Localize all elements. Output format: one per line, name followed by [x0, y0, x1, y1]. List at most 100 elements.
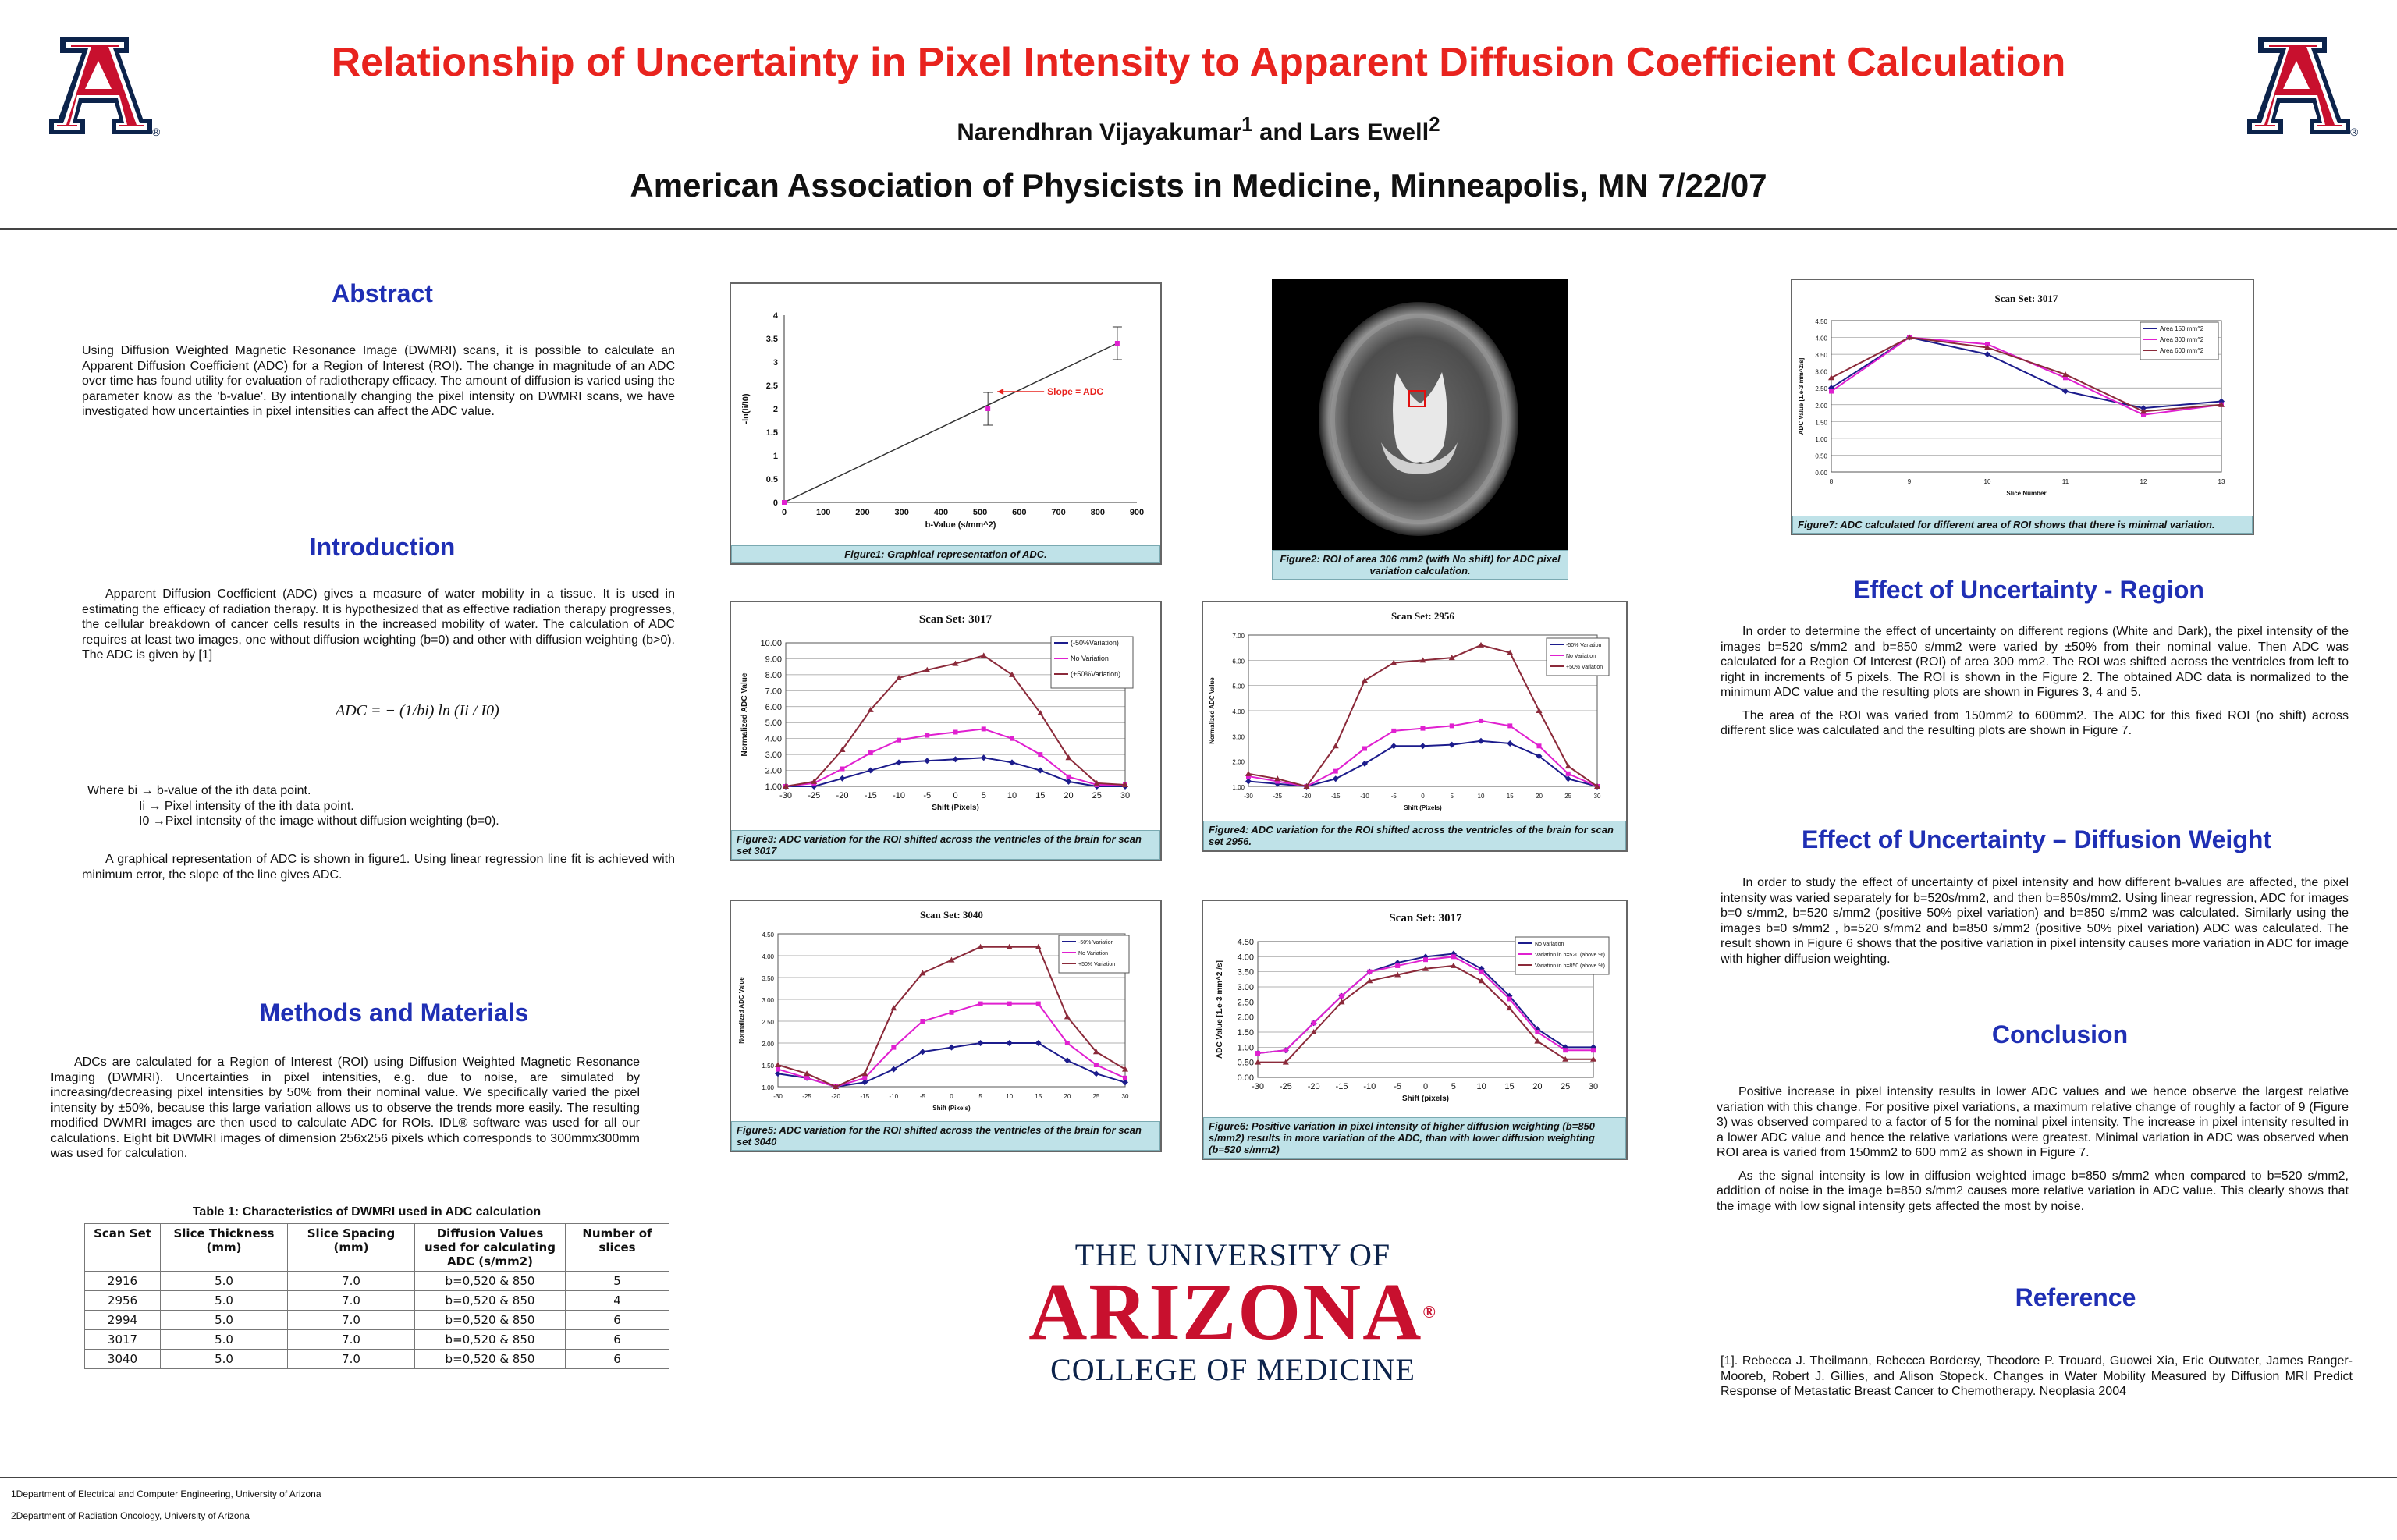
characteristics-table: Scan Set Slice Thickness (mm) Slice Spacin…	[84, 1223, 669, 1369]
chart-title: Scan Set: 3040	[920, 909, 983, 921]
table-cell: 5.0	[160, 1329, 288, 1350]
data-point	[952, 660, 959, 666]
x-axis-label: Shift (Pixels)	[932, 804, 979, 812]
data-point	[1035, 1001, 1041, 1006]
y-tick-label: 1	[773, 452, 778, 461]
y-tick-label: 6.00	[1232, 658, 1245, 665]
table-cell: b=0,520 & 850	[414, 1310, 566, 1330]
y-tick-label: 6.00	[765, 703, 782, 712]
data-point	[1391, 728, 1397, 733]
data-point	[924, 666, 931, 672]
y-axis-label: ADC Value [1.e-3 mm^2/s]	[1798, 357, 1805, 435]
data-point	[896, 674, 902, 680]
x-tick-label: 30	[1589, 1082, 1598, 1091]
regression-line	[783, 342, 1118, 503]
data-point	[2140, 408, 2147, 414]
data-point	[1122, 781, 1128, 787]
x-tick-label: 25	[1564, 793, 1571, 800]
data-point	[919, 1049, 926, 1056]
data-point	[1006, 1040, 1013, 1046]
y-tick-label: 2.00	[1238, 1013, 1254, 1023]
x-tick-label: 20	[1536, 793, 1543, 800]
data-point	[891, 1045, 897, 1050]
data-point	[1367, 969, 1373, 974]
y-tick-label: 5.00	[765, 719, 782, 728]
y-tick-label: 4.00	[1815, 335, 1827, 342]
introduction-where: Where bi → b-value of the ith data point…	[87, 783, 680, 829]
data-point	[1303, 783, 1310, 789]
figure-2-panel: Figure2: ROI of area 306 mm2 (with No sh…	[1272, 279, 1568, 583]
data-point	[1122, 1079, 1128, 1086]
table-cell: 7.0	[287, 1290, 415, 1311]
y-tick-label: 4.50	[762, 931, 774, 939]
x-tick-label: 25	[1092, 791, 1102, 800]
y-tick-label: 3.00	[765, 750, 782, 760]
figure-1-caption: Figure1: Graphical representation of ADC…	[731, 545, 1160, 563]
figure-4-caption: Figure4: ADC variation for the ROI shift…	[1203, 821, 1626, 850]
conference-line: American Association of Physicists in Me…	[630, 167, 1767, 204]
data-point	[1565, 771, 1571, 776]
x-tick-label: 12	[2140, 478, 2147, 485]
x-tick-label: 200	[855, 508, 869, 517]
y-tick-label: 7.00	[765, 687, 782, 696]
data-point	[1282, 1059, 1289, 1065]
x-axis-label: Shift (pixels)	[1402, 1095, 1449, 1103]
data-point	[1009, 671, 1015, 677]
slope-arrowhead	[997, 389, 1004, 395]
y-tick-label: 3.50	[1815, 352, 1827, 359]
table-cell: 6	[565, 1329, 669, 1350]
y-tick-label: 2.00	[765, 767, 782, 776]
data-point	[1092, 1049, 1099, 1055]
chart-title: Scan Set: 3017	[1995, 293, 2058, 304]
data-point	[2062, 371, 2069, 377]
x-tick-label: 15	[1504, 1082, 1514, 1091]
footnote-2: 2Department of Radiation Oncology, Unive…	[11, 1510, 250, 1521]
x-tick-label: 600	[1012, 508, 1026, 517]
data-point	[1419, 743, 1426, 750]
data-point	[1123, 1075, 1127, 1080]
table-cell: 4	[565, 1290, 669, 1311]
data-point	[775, 1070, 781, 1077]
figure-1-chart: 0 0.5 1 1.5 2 2.5 3 3.5 4 0 100 200 300 400 500 600 700 8…	[741, 311, 1144, 530]
table-cell: 7.0	[287, 1271, 415, 1291]
introduction-text-2: A graphical representation of ADC is sho…	[82, 852, 675, 890]
slope-label: Slope = ADC	[1047, 386, 1103, 397]
where-line-3: I0 →Pixel intensity of the image without…	[139, 814, 499, 828]
x-tick-label: -30	[1244, 793, 1253, 800]
data-point	[1451, 954, 1456, 960]
data-point	[1362, 760, 1368, 767]
footer-divider	[0, 1477, 2397, 1478]
data-point	[980, 652, 987, 658]
footnote-1: 1Department of Electrical and Computer E…	[11, 1489, 321, 1499]
data-point	[1507, 723, 1513, 729]
table-cell: b=0,520 & 850	[414, 1271, 566, 1291]
data-point	[1065, 754, 1072, 761]
where-line-1: Where bi → b-value of the ith data point…	[87, 784, 311, 797]
x-tick-label: -5	[920, 1093, 926, 1100]
data-point	[980, 754, 987, 761]
figure-6-caption: Figure6: Positive variation in pixel int…	[1203, 1117, 1626, 1159]
data-point	[1255, 1059, 1261, 1065]
data-point	[1283, 1048, 1288, 1053]
data-point	[1536, 743, 1542, 749]
table-cell: 2916	[84, 1271, 161, 1291]
data-point	[953, 729, 958, 735]
y-tick-label: 4.00	[1232, 708, 1245, 715]
data-point	[1479, 718, 1483, 723]
data-point	[977, 943, 984, 949]
ua-logo-left: ®	[43, 31, 160, 140]
y-tick-label: 2.5	[766, 381, 778, 391]
figure-5-caption: Figure5: ADC variation for the ROI shift…	[731, 1121, 1160, 1151]
table-cell: 2956	[84, 1290, 161, 1311]
figure-3-panel: Scan Set: 3017 1.00 2.00 3.00 4.00 5.00 6.00 7.…	[730, 601, 1162, 861]
y-tick-label: 1.50	[762, 1063, 774, 1070]
data-point	[868, 750, 873, 756]
data-point	[1478, 978, 1485, 984]
data-point	[1829, 389, 1834, 394]
figure-5-panel: Scan Set: 3040 1.00 1.50 2.00 2.50 3.00 3.50 4.…	[730, 900, 1162, 1152]
data-point	[2218, 401, 2225, 407]
y-axis-label: Normalized ADC Value	[738, 977, 745, 1044]
table-cell: 3017	[84, 1329, 161, 1350]
legend-label: No variation	[1535, 942, 1564, 947]
table-header-row: Scan Set Slice Thickness (mm) Slice Spacin…	[84, 1223, 669, 1272]
